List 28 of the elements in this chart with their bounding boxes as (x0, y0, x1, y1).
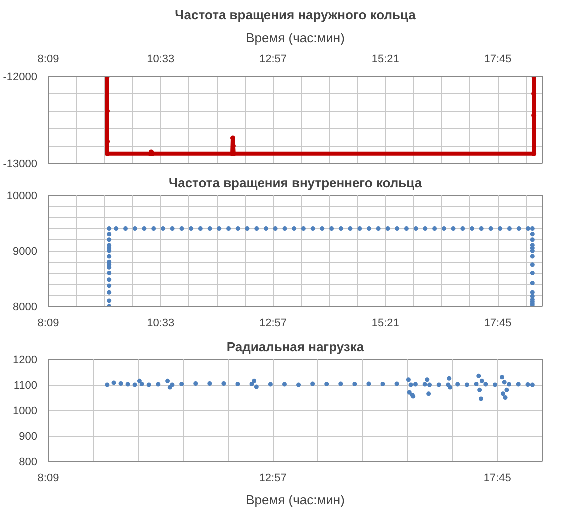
x-tick-label: 12:57 (259, 318, 288, 330)
y-tick-label: -12000 (3, 72, 38, 84)
y-tick-label: -13000 (3, 158, 38, 170)
y-tick-label: 9000 (13, 246, 38, 258)
y-tick-label: 8000 (13, 302, 38, 314)
x-tick-label: 12:57 (259, 54, 288, 66)
y-tick-label: 1000 (13, 406, 38, 418)
x-tick-label: 17:45 (484, 318, 512, 330)
y-tick-label: 10000 (6, 190, 38, 202)
x-tick-label: 8:09 (38, 318, 60, 330)
x-axis-title: Время (час:мин) (246, 30, 345, 46)
x-tick-label: 10:33 (147, 54, 175, 66)
y-tick-label: 800 (19, 456, 38, 468)
x-tick-label: 10:33 (147, 318, 175, 330)
y-tick-label: 1200 (13, 354, 38, 366)
x-tick-label: 12:57 (259, 472, 287, 484)
x-tick-label: 15:21 (372, 54, 400, 66)
x-tick-label: 17:45 (484, 472, 512, 484)
chart-title: Частота вращения внутреннего кольца (168, 176, 423, 190)
x-axis-title: Время (час:мин) (246, 492, 345, 508)
chart-title: Радиальная нагрузка (226, 340, 365, 354)
y-tick-label: 1100 (14, 380, 38, 392)
x-tick-label: 17:45 (484, 54, 512, 66)
chart-title: Частота вращения наружного кольца (175, 8, 417, 22)
x-tick-label: 8:09 (38, 472, 60, 484)
y-tick-label: 900 (19, 431, 38, 443)
x-tick-label: 15:21 (372, 318, 400, 330)
x-tick-label: 8:09 (38, 54, 60, 66)
